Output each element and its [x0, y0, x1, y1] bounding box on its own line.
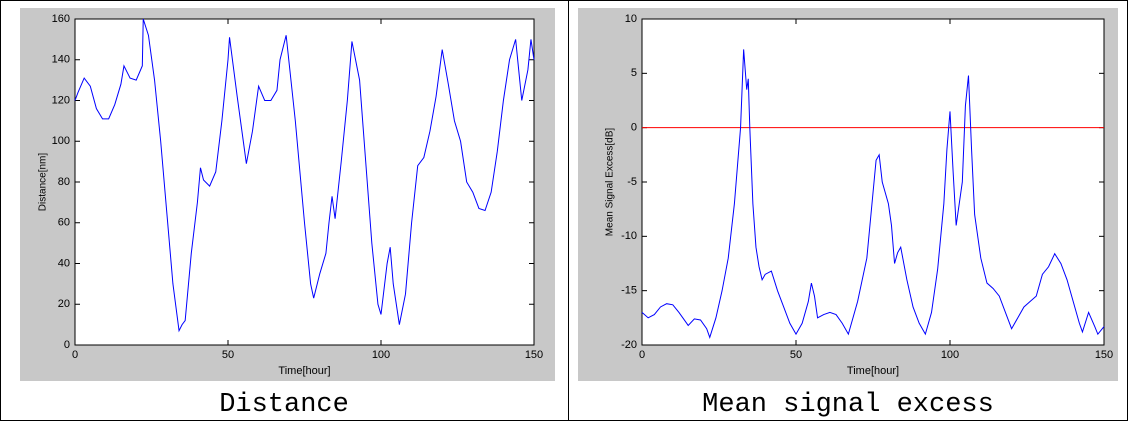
x-axis-label: Time[hour]: [847, 365, 899, 377]
data-line: [74, 18, 535, 333]
y-tick-label: -10: [621, 230, 637, 242]
caption: Mean signal excess: [702, 390, 994, 420]
data-line: [641, 49, 1105, 339]
y-tick-label: 100: [52, 135, 70, 147]
y-tick-label: -5: [627, 176, 637, 188]
x-tick-label: 150: [525, 349, 543, 361]
y-tick-label: 10: [625, 13, 637, 25]
y-axis-label: Distance[nm]: [38, 153, 49, 212]
x-tick-label: 0: [72, 349, 78, 361]
y-tick-label: 60: [58, 217, 70, 229]
y-tick-label: -20: [621, 339, 637, 351]
y-tick-label: 80: [58, 176, 70, 188]
y-tick-label: -15: [621, 285, 637, 297]
plot-area: [74, 18, 535, 346]
caption: Distance: [219, 390, 349, 420]
x-axis-label: Time[hour]: [278, 365, 330, 377]
y-tick-label: 5: [631, 67, 637, 79]
y-tick-label: 160: [52, 13, 70, 25]
y-tick-label: 40: [58, 257, 70, 269]
x-tick-label: 50: [790, 349, 802, 361]
x-tick-label: 0: [639, 349, 645, 361]
y-tick-label: 120: [52, 94, 70, 106]
x-tick-label: 50: [222, 349, 234, 361]
x-tick-label: 100: [941, 349, 959, 361]
y-tick-label: 0: [631, 122, 637, 134]
x-tick-label: 150: [1095, 349, 1113, 361]
y-tick-label: 20: [58, 298, 70, 310]
plot-area: [641, 18, 1105, 346]
y-tick-label: 140: [52, 54, 70, 66]
y-axis-label: Mean Signal Excess[dB]: [605, 128, 616, 237]
y-tick-label: 0: [64, 339, 70, 351]
x-tick-label: 100: [372, 349, 390, 361]
